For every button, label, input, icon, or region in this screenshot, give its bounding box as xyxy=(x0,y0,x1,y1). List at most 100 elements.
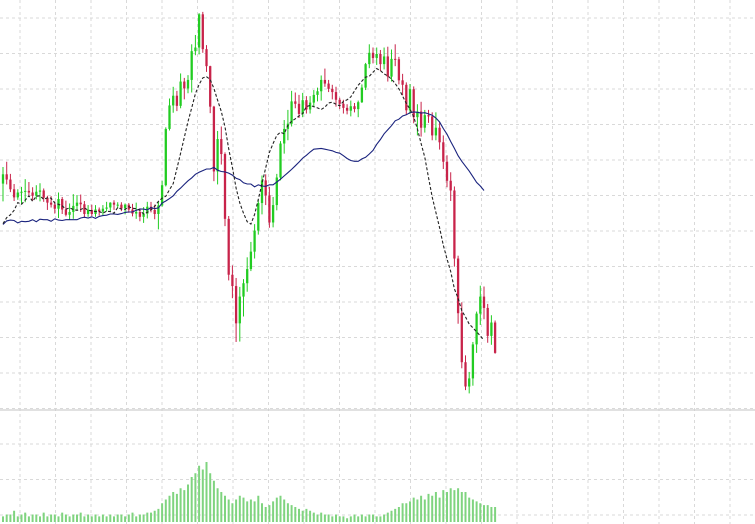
candle-body xyxy=(116,204,119,206)
candle-body xyxy=(401,80,404,85)
candle xyxy=(371,47,375,64)
volume-bar xyxy=(353,514,356,522)
candle-body xyxy=(468,378,471,387)
candle-body xyxy=(375,54,378,59)
volume-bar xyxy=(39,516,41,522)
candle xyxy=(223,152,227,227)
volume-bar xyxy=(275,497,278,522)
candle xyxy=(412,86,415,124)
volume-bar xyxy=(2,516,4,522)
candle xyxy=(308,96,312,114)
candle xyxy=(479,285,482,325)
volume-bar xyxy=(183,490,186,522)
candle xyxy=(64,200,68,217)
candle xyxy=(1,167,5,202)
candle-body xyxy=(342,103,345,108)
candle-body xyxy=(112,202,116,205)
candle xyxy=(482,286,486,320)
volume-bar xyxy=(283,499,286,522)
candle-body xyxy=(105,207,108,209)
volume-bar xyxy=(168,495,171,522)
candle-body xyxy=(308,102,312,110)
candle-body xyxy=(216,139,219,172)
volume-bar xyxy=(164,499,167,522)
volume-bar xyxy=(212,480,215,522)
volume-bar xyxy=(338,516,341,522)
candle xyxy=(427,109,430,123)
candle xyxy=(68,203,71,220)
candle-body xyxy=(460,313,463,363)
candle-body xyxy=(431,116,434,136)
candle-body xyxy=(327,83,330,89)
candle xyxy=(305,96,308,114)
volume-bar xyxy=(420,495,423,522)
candle xyxy=(20,186,23,205)
candle-body xyxy=(331,88,334,93)
candle-body xyxy=(75,202,79,206)
candle xyxy=(279,141,282,181)
candle xyxy=(38,183,42,202)
candle-body xyxy=(323,79,327,84)
candle xyxy=(405,82,408,115)
candle xyxy=(453,186,456,267)
candle-body xyxy=(142,213,145,217)
candle xyxy=(334,86,338,107)
volume-bar xyxy=(83,516,86,522)
candle xyxy=(249,241,253,272)
candle xyxy=(327,79,330,93)
candle xyxy=(186,75,190,94)
candle xyxy=(205,45,208,72)
volume-bar xyxy=(434,492,437,522)
volume-bar xyxy=(172,492,175,522)
candle-body xyxy=(423,115,426,128)
volume-bar xyxy=(249,499,252,522)
candle xyxy=(264,174,267,206)
candle xyxy=(438,122,441,150)
candle-body xyxy=(357,102,360,110)
candle xyxy=(423,109,426,133)
volume-bar xyxy=(50,514,53,522)
volume-bar xyxy=(460,492,463,522)
volume-bar xyxy=(438,497,441,522)
candle xyxy=(75,194,79,211)
volume-bars xyxy=(2,462,497,522)
candle-body xyxy=(153,209,156,214)
volume-bar xyxy=(101,514,104,522)
candle xyxy=(197,13,201,55)
candle-body xyxy=(86,209,90,214)
candle-body xyxy=(101,208,105,212)
volume-bar xyxy=(142,514,145,522)
candle-body xyxy=(390,58,393,77)
volume-bar xyxy=(135,516,138,522)
volume-bar xyxy=(57,516,60,522)
volume-bar xyxy=(357,516,360,522)
volume-bar xyxy=(35,514,38,522)
candle-body xyxy=(419,111,423,128)
volume-bar xyxy=(286,503,289,522)
candle xyxy=(449,172,452,202)
volume-bar xyxy=(305,508,308,522)
volume-bar xyxy=(390,510,393,522)
candle xyxy=(246,257,249,292)
candle xyxy=(116,202,119,209)
candle xyxy=(294,92,297,109)
volume-bar xyxy=(327,514,330,522)
candle xyxy=(312,90,315,108)
volume-bar xyxy=(316,514,319,522)
candle-body xyxy=(416,111,419,118)
candle xyxy=(242,279,245,317)
candle xyxy=(35,185,38,200)
candle xyxy=(164,127,167,187)
volume-bar xyxy=(261,503,263,522)
volume-bar xyxy=(242,497,245,522)
candle-body xyxy=(493,322,497,353)
candle-body xyxy=(397,59,401,81)
volume-bar xyxy=(346,518,349,522)
volume-bar xyxy=(483,505,485,522)
candle xyxy=(401,73,404,96)
candle-body xyxy=(345,107,349,111)
candle-body xyxy=(109,202,112,208)
candle xyxy=(471,341,475,386)
volume-bar xyxy=(486,505,489,522)
